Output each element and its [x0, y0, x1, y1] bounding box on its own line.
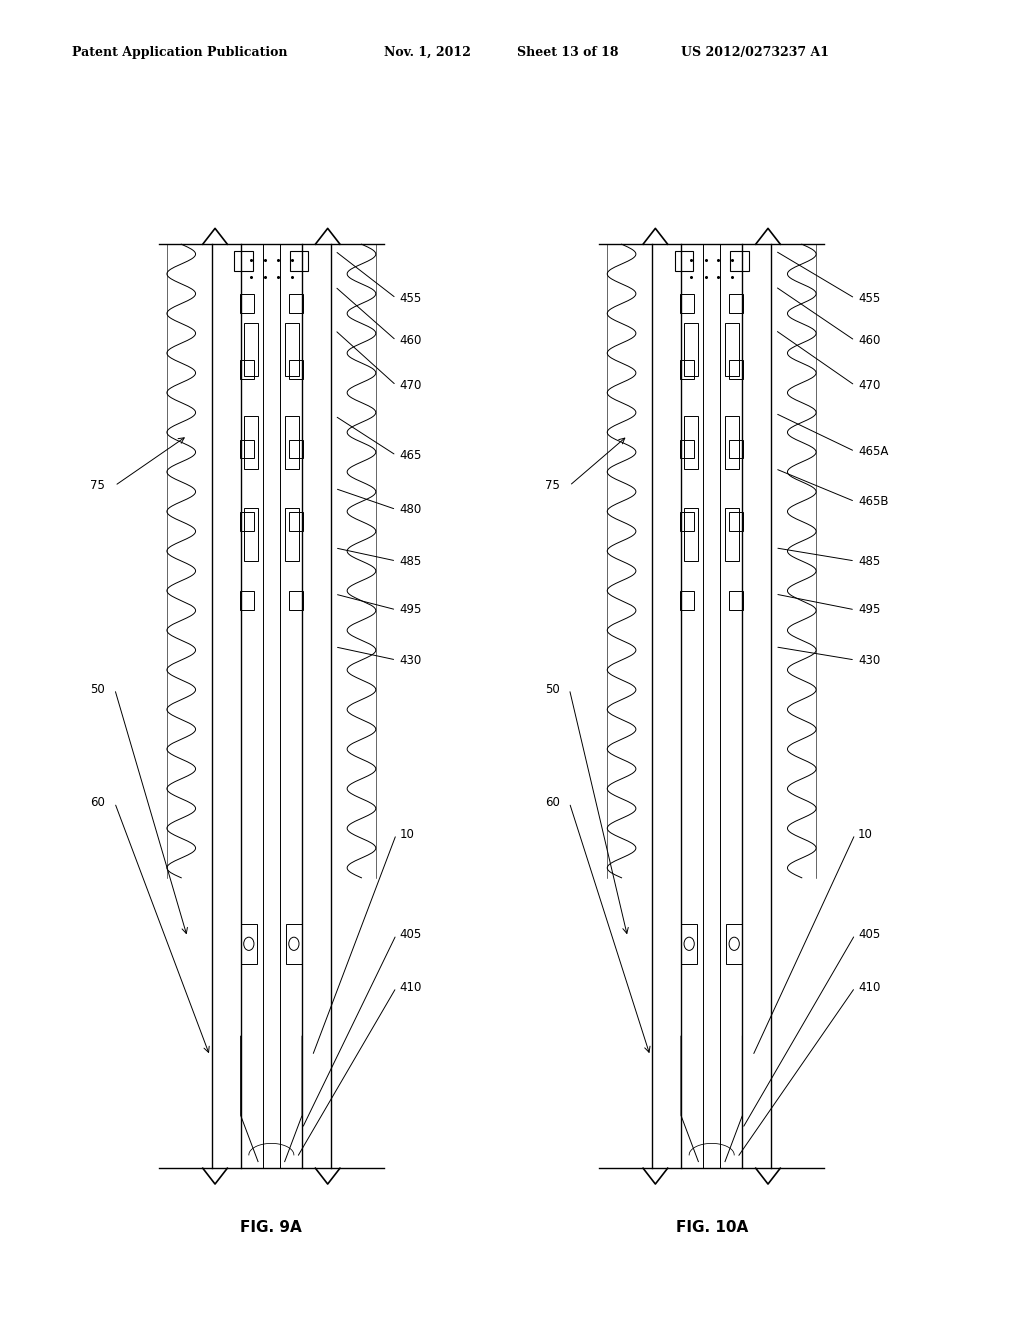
Text: 455: 455: [858, 292, 881, 305]
Bar: [286, 924, 302, 964]
Text: Patent Application Publication: Patent Application Publication: [72, 46, 287, 59]
Text: 10: 10: [399, 828, 415, 841]
Bar: [234, 251, 253, 271]
Bar: [240, 591, 254, 610]
Bar: [725, 323, 739, 376]
Text: US 2012/0273237 A1: US 2012/0273237 A1: [681, 46, 829, 59]
Bar: [244, 323, 258, 376]
Bar: [684, 323, 698, 376]
Text: Sheet 13 of 18: Sheet 13 of 18: [517, 46, 618, 59]
Bar: [726, 924, 742, 964]
Bar: [680, 512, 694, 531]
Bar: [244, 416, 258, 469]
Text: 50: 50: [545, 682, 559, 696]
Text: FIG. 10A: FIG. 10A: [676, 1220, 748, 1236]
Text: 460: 460: [399, 334, 422, 347]
Bar: [680, 360, 694, 379]
Bar: [675, 251, 693, 271]
Text: 430: 430: [858, 653, 881, 667]
Text: 485: 485: [399, 554, 422, 568]
Bar: [684, 416, 698, 469]
Text: 410: 410: [399, 981, 422, 994]
Bar: [240, 512, 254, 531]
Bar: [241, 924, 257, 964]
Text: 405: 405: [858, 928, 881, 941]
Bar: [725, 508, 739, 561]
Bar: [290, 251, 308, 271]
Bar: [289, 440, 303, 458]
Text: 75: 75: [545, 479, 560, 492]
Text: 485: 485: [858, 554, 881, 568]
Bar: [289, 512, 303, 531]
Bar: [680, 294, 694, 313]
Bar: [680, 591, 694, 610]
Text: 465A: 465A: [858, 445, 889, 458]
Bar: [729, 360, 743, 379]
Bar: [681, 924, 697, 964]
Text: Nov. 1, 2012: Nov. 1, 2012: [384, 46, 471, 59]
Bar: [240, 294, 254, 313]
Text: 75: 75: [90, 479, 105, 492]
Text: 455: 455: [399, 292, 422, 305]
Bar: [289, 360, 303, 379]
Bar: [285, 416, 299, 469]
Text: FIG. 9A: FIG. 9A: [241, 1220, 302, 1236]
Text: 470: 470: [399, 379, 422, 392]
Text: 495: 495: [858, 603, 881, 616]
Bar: [244, 508, 258, 561]
Text: 60: 60: [545, 796, 560, 809]
Bar: [285, 323, 299, 376]
Text: 10: 10: [858, 828, 873, 841]
Bar: [240, 440, 254, 458]
Text: 465B: 465B: [858, 495, 889, 508]
Text: 50: 50: [90, 682, 104, 696]
Bar: [729, 440, 743, 458]
Text: 460: 460: [858, 334, 881, 347]
Text: 60: 60: [90, 796, 105, 809]
Text: 430: 430: [399, 653, 422, 667]
Bar: [729, 294, 743, 313]
Bar: [240, 360, 254, 379]
Text: 470: 470: [858, 379, 881, 392]
Bar: [285, 508, 299, 561]
Text: 405: 405: [399, 928, 422, 941]
Text: 480: 480: [399, 503, 422, 516]
Bar: [680, 440, 694, 458]
Bar: [729, 512, 743, 531]
Bar: [729, 591, 743, 610]
Bar: [684, 508, 698, 561]
Bar: [725, 416, 739, 469]
Text: 410: 410: [858, 981, 881, 994]
Bar: [289, 591, 303, 610]
Text: 495: 495: [399, 603, 422, 616]
Text: 465: 465: [399, 449, 422, 462]
Bar: [730, 251, 749, 271]
Bar: [289, 294, 303, 313]
